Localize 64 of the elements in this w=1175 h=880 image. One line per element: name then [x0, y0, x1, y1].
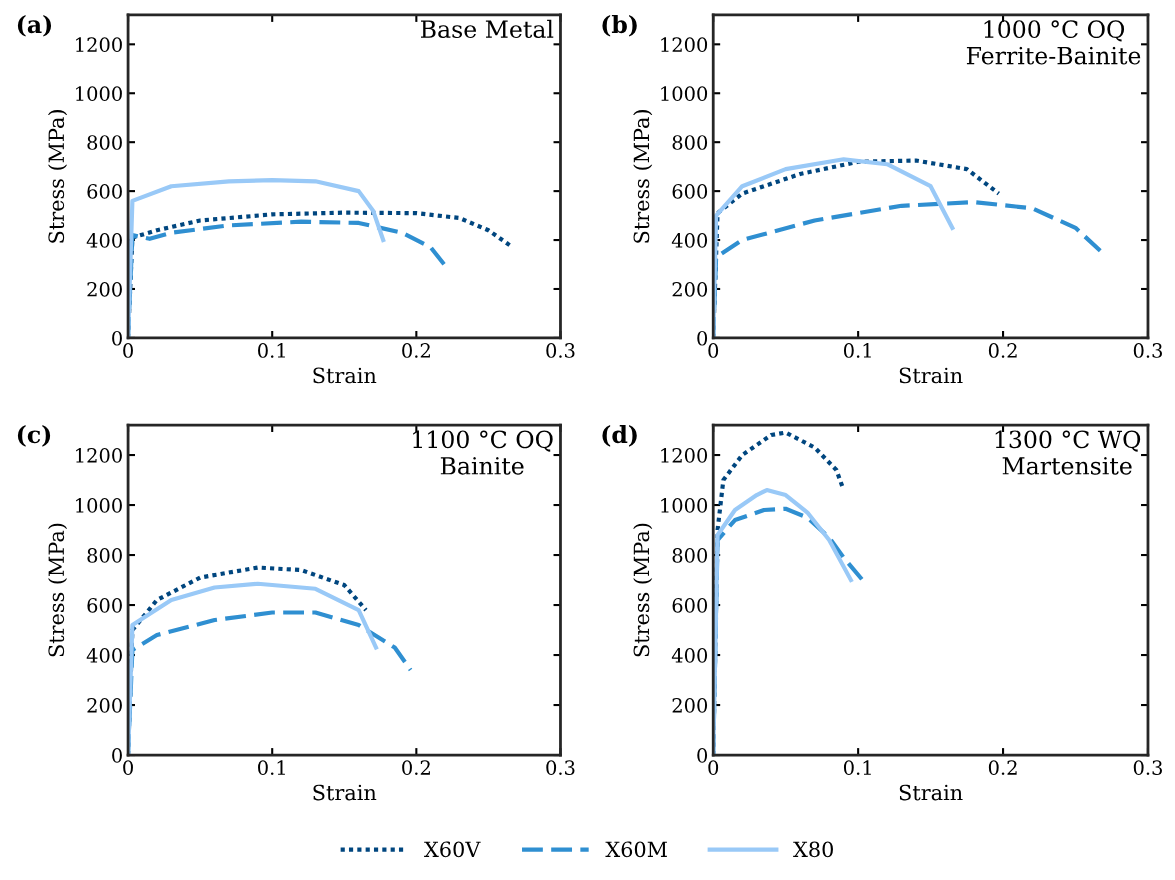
x-tick-label: 0.3: [1133, 760, 1162, 775]
y-tick-label: 200: [672, 281, 708, 297]
x-tick-label: 0.3: [1133, 343, 1162, 358]
y-tick-label: 600: [87, 598, 122, 613]
annotation: 1000 °C OQ Ferrite-Bainite: [966, 20, 1141, 65]
x-tick-label: 0: [123, 760, 133, 775]
x-tick-label: 0: [123, 343, 133, 358]
y-tick-label: 600: [87, 184, 122, 199]
x-axis-title: Strain: [899, 367, 963, 384]
y-tick-label: 600: [672, 184, 708, 199]
y-axis-title: Stress (MPa): [48, 110, 68, 243]
text: (b): [602, 14, 637, 37]
y-tick-label: 600: [672, 598, 708, 613]
y-tick-label: 0: [112, 748, 122, 763]
y-tick-label: 0: [697, 748, 708, 763]
x-tick-label: 0.2: [402, 760, 430, 775]
y-tick-label: 0: [112, 330, 122, 346]
y-tick-label: 0: [697, 330, 708, 346]
y-tick-label: 800: [87, 135, 122, 150]
annotation: 1100 °C OQ Bainite: [413, 430, 553, 475]
x-tick-label: 0.2: [988, 343, 1017, 358]
y-tick-label: 200: [87, 698, 122, 713]
y-tick-label: 200: [87, 281, 122, 297]
y-tick-label: 1200: [76, 448, 122, 463]
annotation: Base Metal: [421, 19, 554, 39]
text: (c): [17, 425, 51, 447]
y-tick-label: 800: [672, 548, 708, 563]
y-tick-label: 1000: [76, 498, 122, 513]
x-tick-label: 0.1: [843, 760, 871, 775]
x-tick-label: 0.3: [546, 343, 575, 358]
x-tick-label: 0.2: [402, 343, 430, 358]
x-axis-title: Strain: [313, 367, 377, 384]
y-tick-label: 1200: [661, 448, 708, 463]
y-tick-label: 400: [86, 233, 122, 248]
y-tick-label: 1000: [661, 498, 708, 513]
x-tick-label: 0.2: [988, 760, 1017, 775]
x-tick-label: 0: [708, 343, 719, 358]
x-tick-label: 0.1: [843, 343, 871, 358]
x-axis-title: Strain: [313, 784, 377, 801]
y-tick-label: 1000: [76, 86, 122, 101]
legend-label: X80: [793, 841, 833, 858]
legend-label: X60V: [424, 841, 481, 858]
y-axis-title: Stress (MPa): [633, 523, 653, 657]
y-tick-label: 800: [672, 135, 708, 150]
x-tick-label: 0: [708, 760, 719, 775]
y-tick-label: 1200: [76, 37, 122, 52]
x-axis-title: Strain: [899, 784, 963, 801]
x-tick-label: 0.3: [546, 760, 575, 775]
y-tick-label: 400: [86, 648, 122, 663]
x-tick-label: 0.1: [258, 343, 285, 358]
y-tick-label: 400: [671, 233, 708, 248]
y-tick-label: 1000: [661, 86, 708, 101]
annotation: 1300 °C WQ Martensite: [995, 430, 1141, 475]
y-axis-title: Stress (MPa): [48, 523, 68, 657]
y-axis-title: Stress (MPa): [633, 110, 653, 243]
y-tick-label: 800: [87, 548, 122, 563]
text: (d): [602, 425, 637, 447]
text: (a): [17, 14, 52, 37]
y-tick-label: 400: [671, 648, 708, 663]
y-tick-label: 200: [672, 698, 708, 713]
x-tick-label: 0.1: [258, 760, 285, 775]
y-tick-label: 1200: [661, 37, 708, 52]
legend-label: X60M: [605, 841, 667, 858]
line-series: [128, 178, 386, 338]
